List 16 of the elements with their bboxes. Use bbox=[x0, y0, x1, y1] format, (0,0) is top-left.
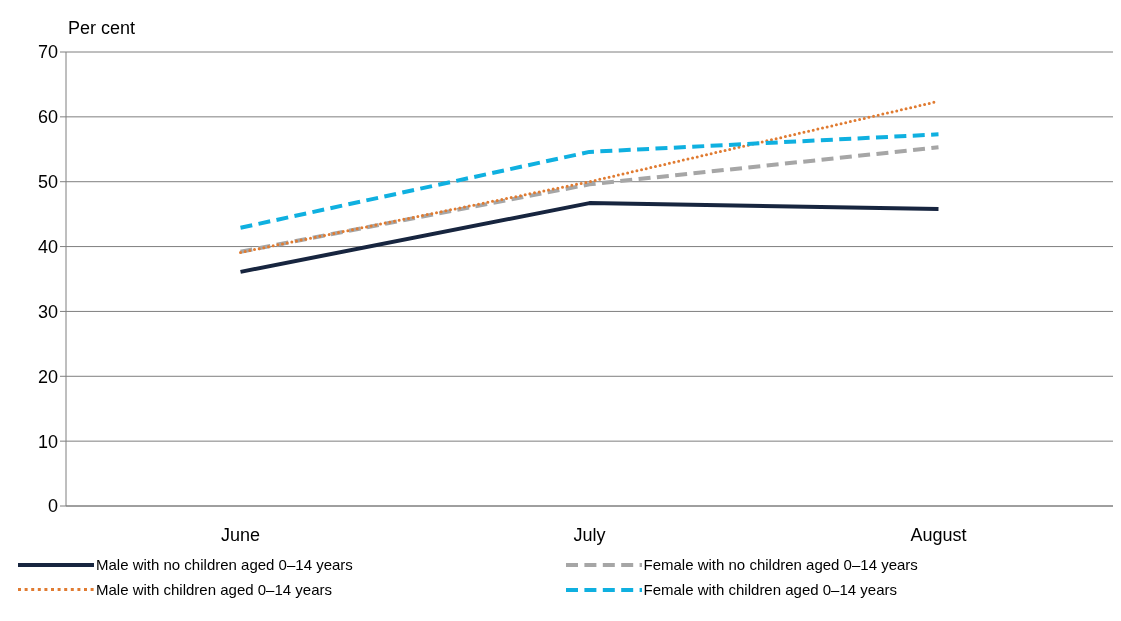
y-tick-label: 70 bbox=[37, 42, 58, 63]
y-tick-label: 20 bbox=[37, 366, 58, 387]
y-tick-label: 30 bbox=[37, 301, 58, 322]
x-tick-label: August bbox=[910, 524, 967, 545]
legend-label: Female with children aged 0–14 years bbox=[643, 581, 897, 598]
x-tick-label: June bbox=[220, 524, 261, 545]
x-tick-label: July bbox=[573, 524, 606, 545]
y-tick-label: 10 bbox=[37, 431, 58, 452]
legend-label: Male with no children aged 0–14 years bbox=[96, 556, 353, 573]
y-tick-label: 50 bbox=[37, 172, 58, 193]
y-tick-label: 60 bbox=[37, 107, 58, 128]
legend-label: Female with no children aged 0–14 years bbox=[643, 556, 918, 573]
y-tick-label: 0 bbox=[47, 496, 58, 517]
y-axis-title: Per cent bbox=[68, 18, 136, 39]
y-tick-label: 40 bbox=[37, 236, 58, 257]
legend-label: Male with children aged 0–14 years bbox=[96, 581, 332, 598]
